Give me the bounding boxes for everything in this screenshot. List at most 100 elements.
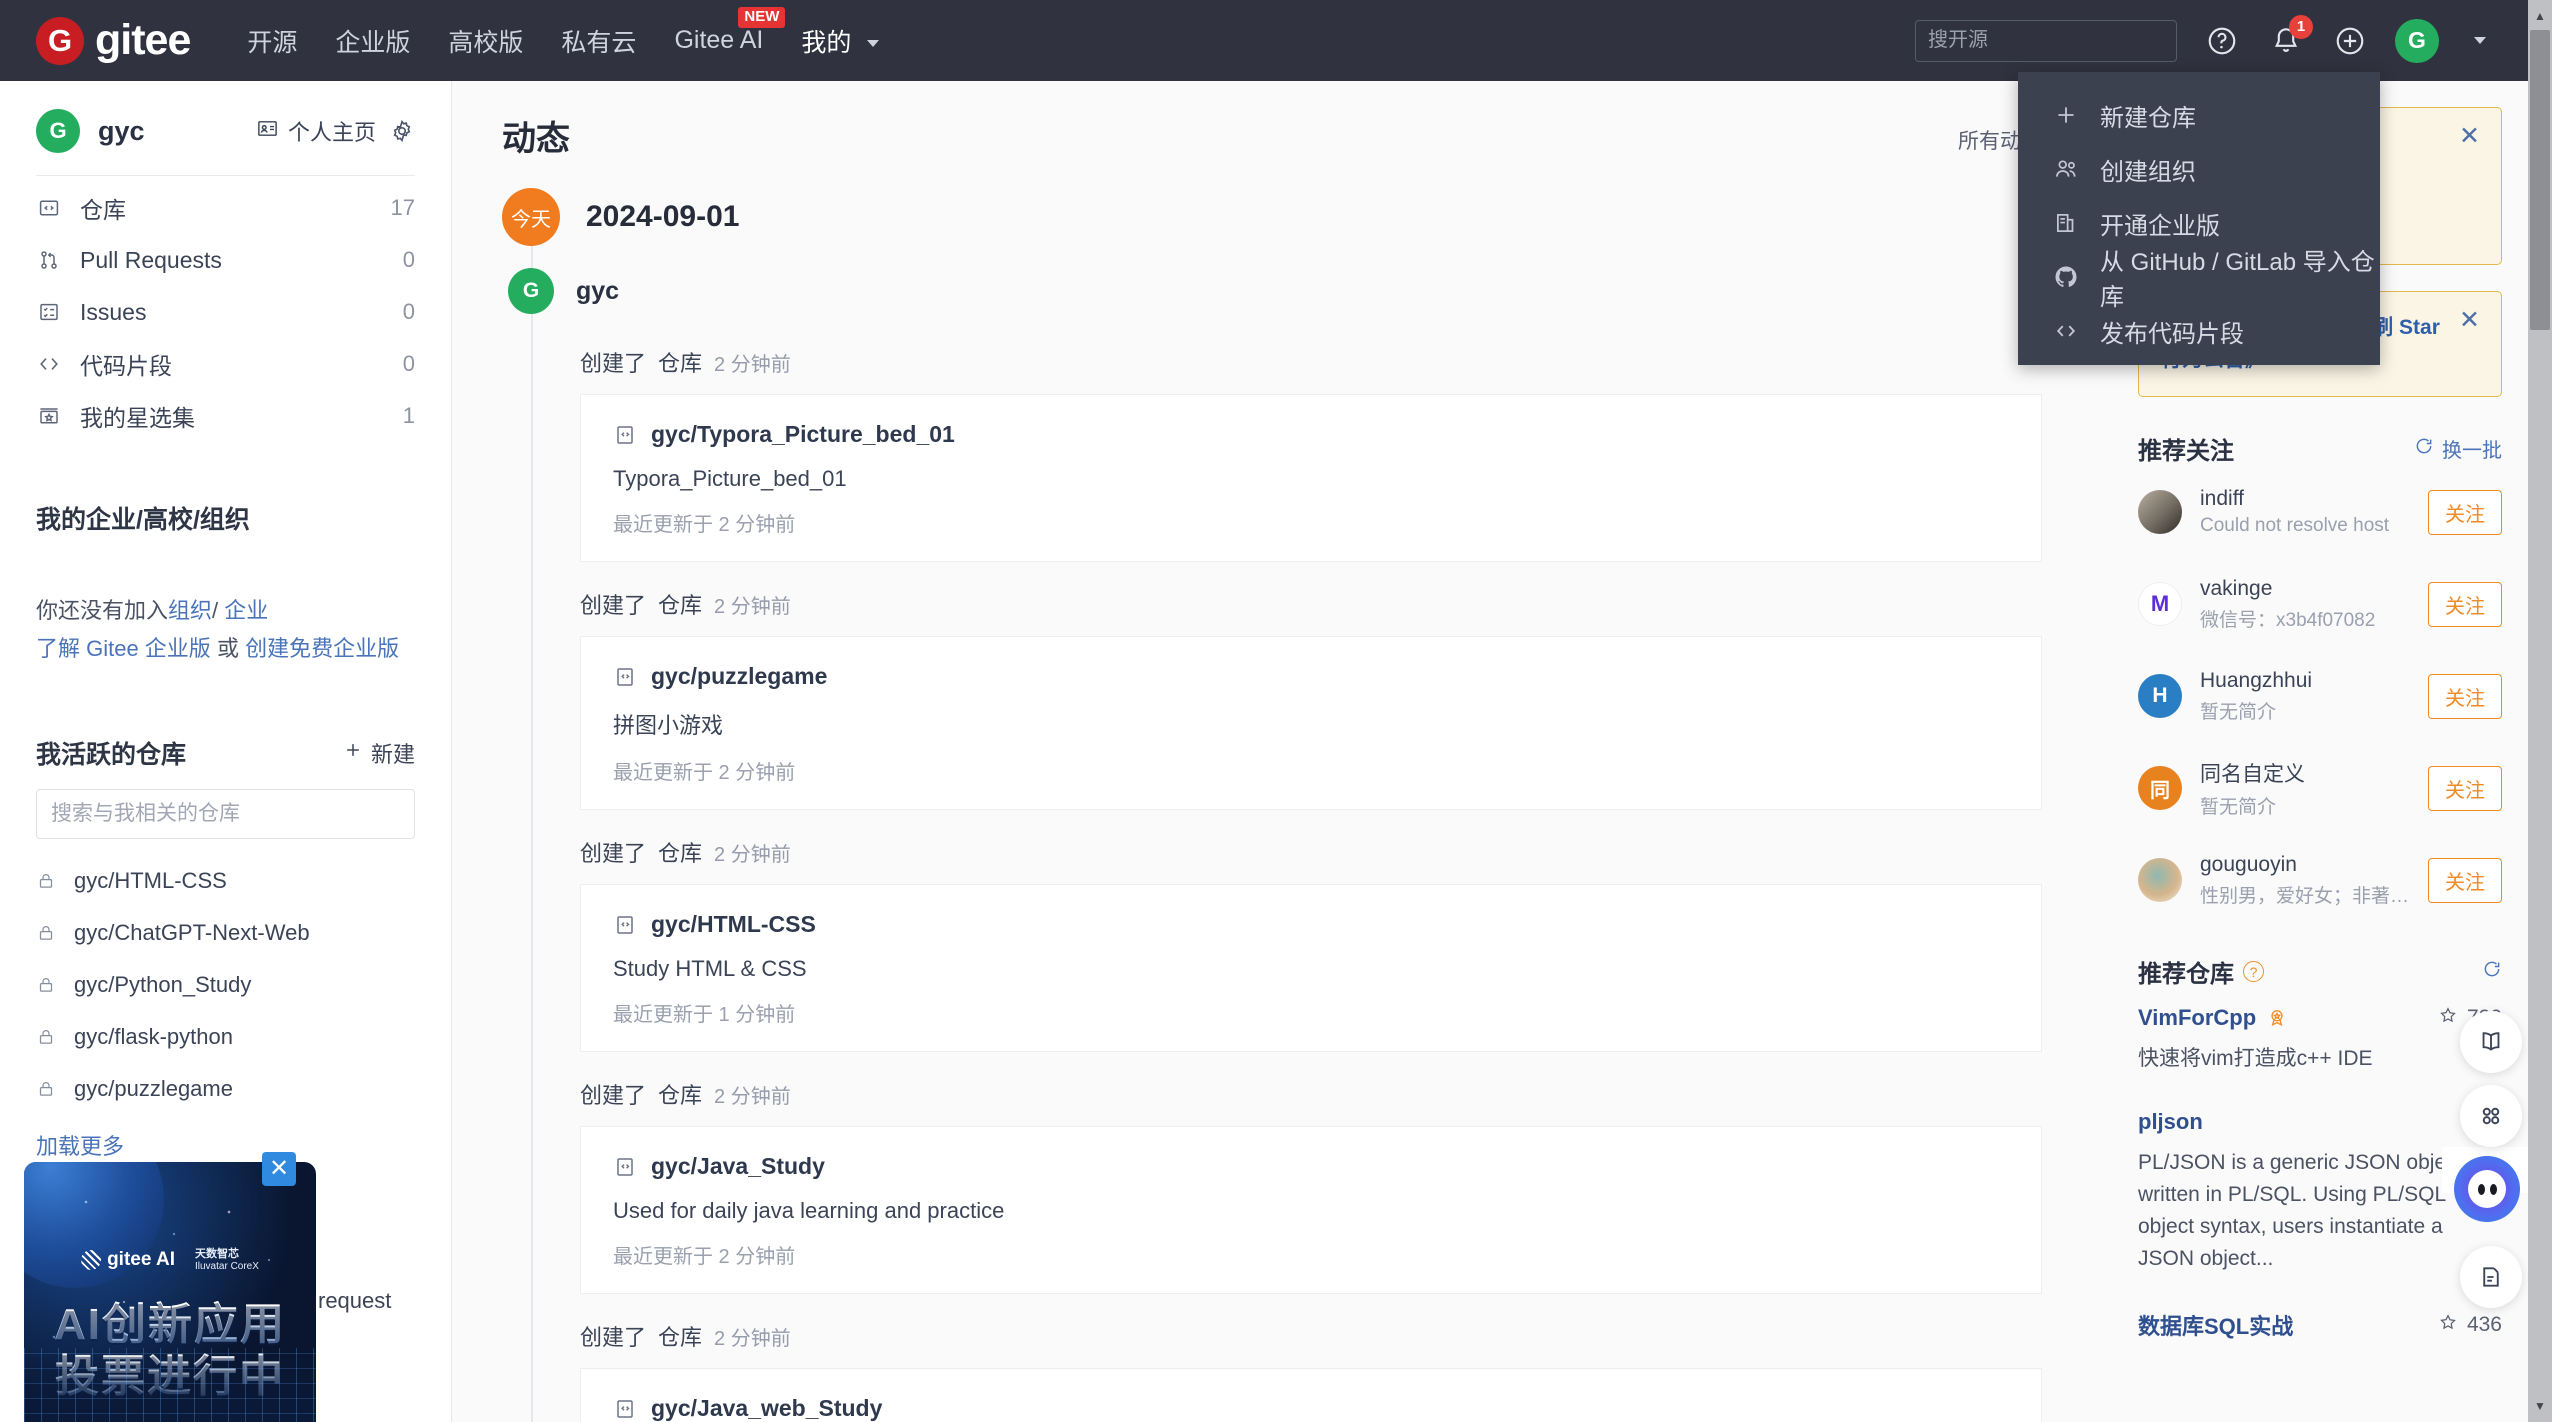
feedback-icon[interactable] — [2460, 1246, 2522, 1308]
repo-search-input[interactable] — [36, 788, 415, 839]
menu-item-create-organization[interactable]: 创建组织 — [2018, 142, 2380, 196]
org-link[interactable]: 组织 — [168, 598, 213, 623]
refresh-follows-button[interactable]: 换一批 — [2414, 434, 2502, 463]
sidebar-item-pull-requests[interactable]: Pull Requests 0 — [36, 234, 415, 286]
recommended-repo-name[interactable]: VimForCpp — [2138, 1005, 2257, 1031]
repo-card[interactable]: gyc/puzzlegame 拼图小游戏 最近更新于 2 分钟前 — [580, 636, 2042, 810]
chat-bot-icon[interactable] — [2454, 1156, 2520, 1222]
nav-link-education[interactable]: 高校版 — [448, 28, 524, 57]
repo-card-title[interactable]: gyc/puzzlegame — [651, 663, 828, 689]
nav-link-opensource[interactable]: 开源 — [247, 28, 298, 57]
sidebar-item-star-collection[interactable]: 我的星选集 1 — [36, 390, 415, 442]
promo-close-icon[interactable]: ✕ — [262, 1152, 296, 1186]
follow-button[interactable]: 关注 — [2428, 673, 2502, 719]
help-icon[interactable] — [2203, 22, 2241, 60]
repo-card-title[interactable]: gyc/Java_web_Study — [651, 1395, 883, 1421]
gitee-ai-mark-icon — [81, 1250, 102, 1271]
menu-item-publish-snippet[interactable]: 发布代码片段 — [2018, 304, 2380, 358]
user-name[interactable]: indiff — [2200, 487, 2244, 511]
org-empty-separator: / — [212, 598, 219, 623]
new-repo-button[interactable]: 新建 — [343, 737, 415, 769]
user-name[interactable]: vakinge — [2200, 576, 2273, 600]
menu-item-new-repository[interactable]: 新建仓库 — [2018, 88, 2380, 142]
learn-enterprise-link[interactable]: 了解 Gitee 企业版 — [36, 636, 211, 662]
repo-card[interactable]: gyc/HTML-CSS Study HTML & CSS 最近更新于 1 分钟… — [580, 884, 2042, 1052]
list-item: gouguoyin 性别男，爱好女；非著… 关注 — [2138, 834, 2502, 926]
avatar[interactable]: G — [508, 268, 554, 314]
enterprise-link[interactable]: 企业 — [224, 598, 269, 623]
user-menu-chevron-down-icon[interactable] — [2474, 37, 2486, 44]
avatar[interactable]: 同 — [2138, 766, 2182, 811]
follow-button[interactable]: 关注 — [2428, 489, 2502, 535]
scroll-up-arrow-icon[interactable]: ▲ — [2534, 9, 2546, 23]
actor-name[interactable]: gyc — [576, 276, 620, 305]
follow-button[interactable]: 关注 — [2428, 857, 2502, 903]
nav-link-enterprise[interactable]: 企业版 — [335, 28, 411, 57]
gear-icon[interactable] — [389, 118, 415, 144]
partner-logo: 天数智芯 Iluvatar CoreX — [195, 1248, 259, 1273]
menu-item-enable-enterprise-label: 开通企业版 — [2100, 212, 2220, 240]
feed-event: 创建了 仓库 2 分钟前 gyc/Java_Study Used for dai… — [580, 1052, 2042, 1294]
repo-card-title[interactable]: gyc/Java_Study — [651, 1153, 825, 1179]
load-more-link[interactable]: 加载更多 — [36, 1133, 125, 1159]
avatar[interactable]: H — [2138, 674, 2182, 719]
recommended-repo-name[interactable]: 数据库SQL实战 — [2138, 1313, 2294, 1339]
nav-link-privatecloud[interactable]: 私有云 — [561, 28, 637, 57]
user-avatar[interactable]: G — [2395, 18, 2439, 63]
scroll-down-arrow-icon[interactable]: ▼ — [2534, 1399, 2546, 1413]
personal-homepage-link[interactable]: 个人主页 — [256, 115, 376, 147]
sidebar-item-code-snippets[interactable]: 代码片段 0 — [36, 338, 415, 390]
repo-icon — [36, 195, 62, 221]
recommended-repo-description: 快速将vim打造成c++ IDE — [2138, 1047, 2373, 1071]
sidebar-item-repositories[interactable]: 仓库 17 — [36, 182, 415, 234]
vertical-scrollbar[interactable]: ▲ ▼ — [2528, 0, 2552, 1422]
list-item[interactable]: gyc/HTML-CSS — [36, 855, 415, 907]
avatar[interactable]: M — [2138, 582, 2182, 627]
profile-header: G gyc 个人主页 — [36, 109, 415, 153]
gitee-logo[interactable]: G gitee — [36, 16, 191, 65]
user-name[interactable]: Huangzhhui — [2200, 668, 2313, 692]
activity-timeline: 今天 2024-09-01 G gyc 创建了 仓库 2 分钟前 — [502, 188, 2042, 1422]
repo-card[interactable]: gyc/Java_web_Study study java web 最近更新于 … — [580, 1368, 2042, 1422]
apps-grid-icon[interactable] — [2460, 1085, 2522, 1147]
avatar[interactable] — [2138, 858, 2182, 903]
repo-card[interactable]: gyc/Typora_Picture_bed_01 Typora_Picture… — [580, 394, 2042, 562]
list-item[interactable]: gyc/Python_Study — [36, 959, 415, 1011]
scrollbar-thumb[interactable] — [2530, 30, 2550, 330]
user-description: 暂无简介 — [2200, 701, 2277, 723]
bell-icon[interactable]: 1 — [2267, 14, 2313, 60]
close-icon[interactable]: ✕ — [2459, 306, 2480, 335]
refresh-repos-button[interactable] — [2482, 959, 2502, 985]
left-sidebar: G gyc 个人主页 — [0, 81, 452, 1422]
repo-card-title[interactable]: gyc/HTML-CSS — [651, 911, 816, 937]
nav-link-mine[interactable]: 我的 — [782, 23, 898, 59]
list-item[interactable]: gyc/flask-python — [36, 1011, 415, 1063]
recommended-repo-name[interactable]: pljson — [2138, 1109, 2203, 1134]
follow-button[interactable]: 关注 — [2428, 581, 2502, 627]
search-input[interactable] — [1915, 19, 2177, 62]
menu-item-enable-enterprise[interactable]: 开通企业版 — [2018, 196, 2380, 250]
question-circle-icon[interactable]: ? — [2243, 961, 2264, 983]
create-free-enterprise-link[interactable]: 创建免费企业版 — [245, 636, 400, 662]
event-meta: 创建了 仓库 2 分钟前 — [580, 1052, 2042, 1126]
list-item[interactable]: gyc/puzzlegame — [36, 1063, 415, 1115]
menu-item-import-repository[interactable]: 从 GitHub / GitLab 导入仓库 — [2018, 249, 2380, 311]
user-name[interactable]: 同名自定义 — [2200, 762, 2305, 786]
recommended-follows-header: 推荐关注 换一批 — [2138, 431, 2502, 466]
follow-button[interactable]: 关注 — [2428, 765, 2502, 811]
event-action: 创建了 — [580, 1083, 647, 1108]
avatar[interactable]: G — [36, 109, 80, 153]
plus-circle-icon[interactable] — [2331, 22, 2369, 60]
repo-card[interactable]: gyc/Java_Study Used for daily java learn… — [580, 1126, 2042, 1294]
book-icon[interactable] — [2460, 1011, 2522, 1073]
repo-card-title[interactable]: gyc/Typora_Picture_bed_01 — [651, 421, 955, 447]
repo-card-header: gyc/puzzlegame — [613, 663, 2009, 690]
event-timestamp: 2 分钟前 — [714, 844, 791, 866]
nav-link-gitee-ai[interactable]: Gitee AI NEW — [655, 7, 786, 55]
sidebar-item-issues[interactable]: Issues 0 — [36, 286, 415, 338]
promo-banner[interactable]: gitee AI 天数智芯 Iluvatar CoreX AI创新应用 投票进行… — [24, 1162, 316, 1422]
list-item[interactable]: gyc/ChatGPT-Next-Web — [36, 907, 415, 959]
avatar[interactable] — [2138, 490, 2182, 535]
close-icon[interactable]: ✕ — [2459, 122, 2480, 150]
user-name[interactable]: gouguoyin — [2200, 852, 2297, 876]
